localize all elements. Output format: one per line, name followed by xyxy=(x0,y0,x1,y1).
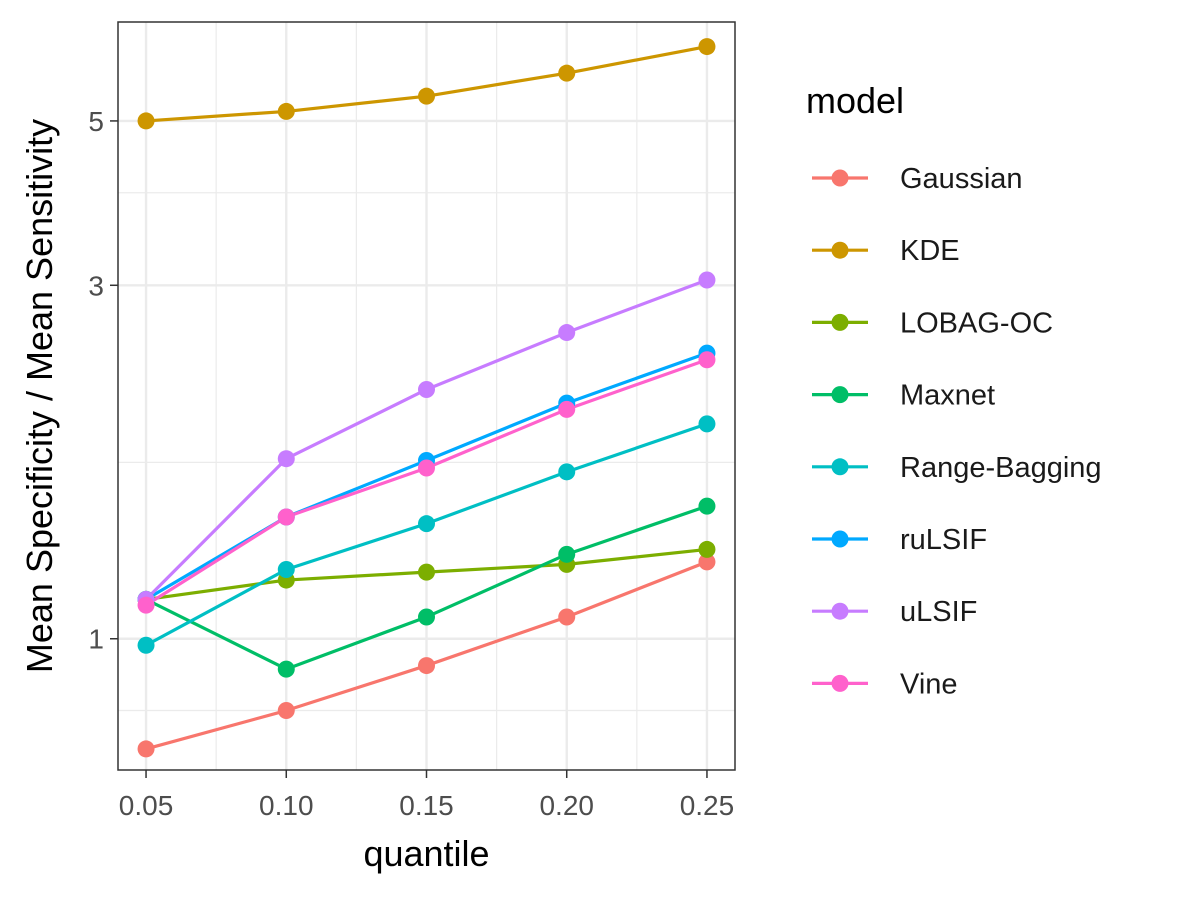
legend-key-point xyxy=(831,530,849,548)
data-point-gaussian xyxy=(137,740,155,758)
x-axis-ticks: 0.05 0.10 0.15 0.20 0.25 xyxy=(119,770,734,821)
legend-key-point xyxy=(831,313,849,331)
data-point-ulsif xyxy=(698,271,716,289)
legend-label: Gaussian xyxy=(900,163,1023,195)
data-point-maxnet xyxy=(558,545,576,563)
data-point-kde xyxy=(558,64,576,82)
data-point-gaussian xyxy=(558,608,576,626)
legend-label: Maxnet xyxy=(900,380,995,412)
y-tick-label: 1 xyxy=(88,624,104,655)
x-axis-title: quantile xyxy=(363,833,489,874)
data-point-vine xyxy=(418,459,435,477)
data-point-range-bagging xyxy=(418,515,435,533)
data-point-maxnet xyxy=(277,660,295,678)
data-point-gaussian xyxy=(698,553,716,571)
major-gridlines xyxy=(118,22,735,770)
x-tick-label: 0.20 xyxy=(539,790,594,821)
y-axis-title: Mean Specificity / Mean Sensitivity xyxy=(19,119,60,673)
data-point-kde xyxy=(137,112,155,130)
data-point-gaussian xyxy=(277,702,295,720)
data-point-range-bagging xyxy=(277,561,295,579)
data-point-gaussian xyxy=(418,657,435,675)
data-point-range-bagging xyxy=(558,463,576,481)
legend-label: KDE xyxy=(900,235,960,267)
legend-key-point xyxy=(831,674,849,692)
data-point-vine xyxy=(137,596,155,614)
y-tick-label: 3 xyxy=(88,270,104,301)
data-point-maxnet xyxy=(698,497,716,515)
legend-label: Range-Bagging xyxy=(900,452,1102,484)
legend-key-point xyxy=(831,169,849,187)
legend-key-point xyxy=(831,386,849,404)
legend-label: uLSIF xyxy=(900,596,977,628)
legend-label: LOBAG-OC xyxy=(900,307,1053,339)
data-point-range-bagging xyxy=(137,636,155,654)
x-tick-label: 0.10 xyxy=(259,790,314,821)
data-point-kde xyxy=(277,102,295,120)
data-point-lobag-oc xyxy=(698,540,716,558)
series-points xyxy=(137,38,716,758)
legend-label: ruLSIF xyxy=(900,524,987,556)
legend-title: model xyxy=(806,80,904,121)
y-tick-label: 5 xyxy=(88,106,104,137)
x-tick-label: 0.15 xyxy=(399,790,454,821)
data-point-lobag-oc xyxy=(418,563,435,581)
x-tick-label: 0.05 xyxy=(119,790,174,821)
data-point-vine xyxy=(698,351,716,369)
legend-key-point xyxy=(831,602,849,620)
data-point-ulsif xyxy=(418,380,435,398)
data-point-kde xyxy=(698,38,716,56)
data-point-maxnet xyxy=(418,608,435,626)
data-point-ulsif xyxy=(277,450,295,468)
data-point-kde xyxy=(418,87,435,105)
legend-key-point xyxy=(831,241,849,259)
data-point-ulsif xyxy=(558,324,576,342)
data-point-vine xyxy=(277,508,295,526)
legend: model Gaussian KDE LOBAG-OC Maxnet Range-Bag… xyxy=(806,80,1102,700)
data-point-range-bagging xyxy=(698,415,716,433)
y-axis-ticks: 1 3 5 xyxy=(88,106,118,655)
data-point-vine xyxy=(558,400,576,418)
legend-key-point xyxy=(831,458,849,476)
legend-label: Vine xyxy=(900,668,958,700)
x-tick-label: 0.25 xyxy=(680,790,735,821)
